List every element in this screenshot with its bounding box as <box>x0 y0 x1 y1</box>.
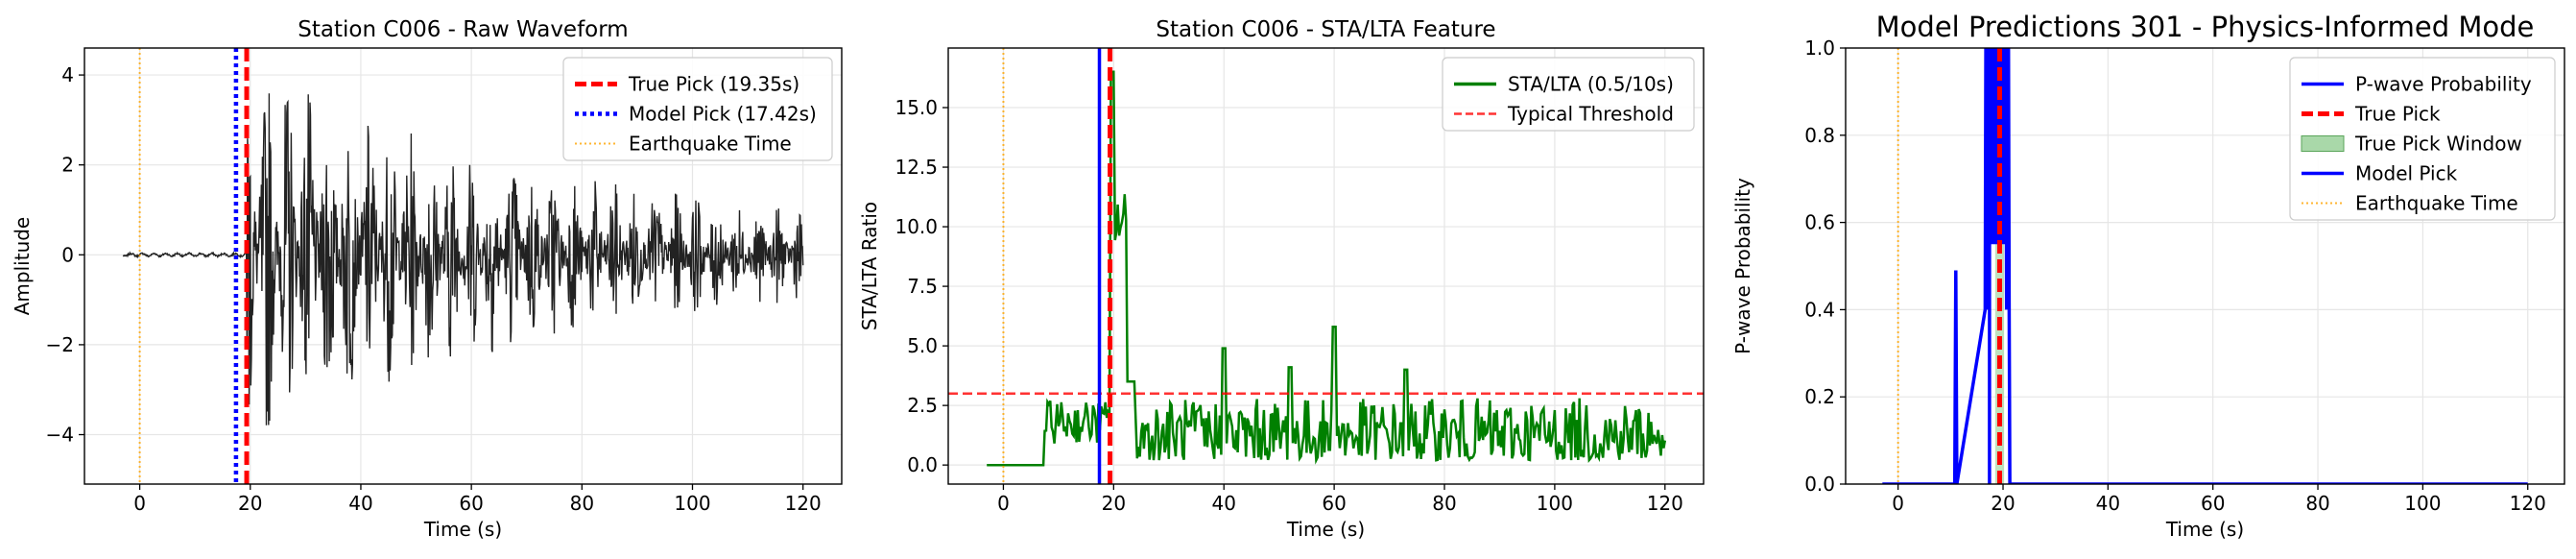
x-tick-label: 20 <box>238 492 262 515</box>
y-tick-label: 7.5 <box>907 275 938 298</box>
y-tick-label: 15.0 <box>894 96 938 119</box>
x-tick-label: 80 <box>570 492 594 515</box>
axes-frame <box>1845 47 2565 485</box>
x-tick-label: 100 <box>1537 492 1573 515</box>
y-axis-label: STA/LTA Ratio <box>858 202 881 330</box>
legend-label: Earthquake Time <box>2355 192 2518 215</box>
y-tick-label: 4 <box>61 63 74 86</box>
x-tick-label: 0 <box>133 492 146 515</box>
y-axis-label: Amplitude <box>11 217 34 316</box>
legend-label: True Pick (19.35s) <box>628 73 799 96</box>
legend-box <box>562 57 833 161</box>
chart-panel-2: 0 20 40 60 80 100 120 0.0 2.5 5.0 7.5 10.0 12.5 15.0 S… <box>858 17 1705 541</box>
axes-frame <box>83 47 843 485</box>
x-tick-label: 0 <box>1892 492 1904 515</box>
legend-label: STA/LTA (0.5/10s) <box>1508 73 1674 96</box>
legend-label: Earthquake Time <box>629 133 792 156</box>
y-tick-label: 0.4 <box>1804 298 1835 321</box>
y-tick-label: 10.0 <box>894 215 938 238</box>
y-tick-label: 12.5 <box>894 156 938 179</box>
legend-label: True Pick Window <box>2354 133 2522 156</box>
legend: STA/LTA (0.5/10s) Typical Threshold <box>1442 57 1695 132</box>
x-tick-label: 0 <box>997 492 1010 515</box>
x-axis-label: Time (s) <box>1286 518 1365 541</box>
x-tick-label: 60 <box>1322 492 1346 515</box>
legend-label: P-wave Probability <box>2355 73 2532 96</box>
series-waveform <box>122 93 804 425</box>
x-axis-label: Time (s) <box>423 518 502 541</box>
y-tick-label: 2.5 <box>907 394 938 417</box>
y-tick-label: 0.2 <box>1804 385 1835 408</box>
legend-box <box>1442 57 1695 132</box>
x-tick-label: 120 <box>2510 492 2546 515</box>
legend-label: True Pick <box>2354 103 2441 126</box>
chart-title: Station C006 - Raw Waveform <box>298 17 628 42</box>
x-tick-label: 40 <box>2096 492 2120 515</box>
legend: True Pick (19.35s) Model Pick (17.42s) Ear… <box>562 57 833 161</box>
y-tick-label: −2 <box>46 333 74 356</box>
y-tick-label: 0 <box>61 243 74 266</box>
x-tick-label: 40 <box>1211 492 1235 515</box>
y-tick-label: 0.8 <box>1804 124 1835 147</box>
y-tick-label: 0.0 <box>1804 473 1835 496</box>
legend-box <box>2289 57 2556 221</box>
x-tick-label: 100 <box>674 492 710 515</box>
legend: P-wave Probability True Pick True Pick Win… <box>2289 57 2556 221</box>
x-tick-label: 80 <box>1432 492 1456 515</box>
x-axis-label: Time (s) <box>2165 518 2244 541</box>
x-tick-label: 60 <box>2201 492 2225 515</box>
x-tick-label: 40 <box>348 492 372 515</box>
axes-frame <box>947 47 1705 485</box>
chart-title: Station C006 - STA/LTA Feature <box>1156 17 1495 42</box>
x-tick-label: 120 <box>785 492 822 515</box>
x-tick-label: 20 <box>1991 492 2015 515</box>
legend-label: Typical Threshold <box>1507 103 1674 126</box>
legend-label: Model Pick <box>2355 162 2458 185</box>
chart-panel-1: 0 20 40 60 80 100 120 −4 −2 0 2 4 Station C006 - Raw… <box>11 17 843 541</box>
x-tick-label: 100 <box>2404 492 2441 515</box>
chart-title: Model Predictions 301 - Physics-Informed… <box>1876 11 2535 43</box>
legend-label: Model Pick (17.42s) <box>629 103 817 126</box>
legend-swatch <box>2301 135 2345 152</box>
y-tick-label: 0.0 <box>907 453 938 476</box>
y-tick-label: 2 <box>61 154 74 177</box>
y-tick-label: 1.0 <box>1804 36 1835 60</box>
chart-panel-3: 0 20 40 60 80 100 120 0.0 0.2 0.4 0.6 0.8 1.0 Model P… <box>1731 11 2565 541</box>
series-p-wave-probability <box>1882 48 2528 484</box>
x-tick-label: 120 <box>1647 492 1683 515</box>
y-tick-label: 5.0 <box>907 334 938 357</box>
y-tick-label: −4 <box>46 424 74 447</box>
x-tick-label: 20 <box>1102 492 1126 515</box>
x-tick-label: 60 <box>459 492 483 515</box>
y-axis-label: P-wave Probability <box>1731 178 1754 354</box>
x-tick-label: 80 <box>2305 492 2329 515</box>
y-tick-label: 0.6 <box>1804 211 1835 234</box>
